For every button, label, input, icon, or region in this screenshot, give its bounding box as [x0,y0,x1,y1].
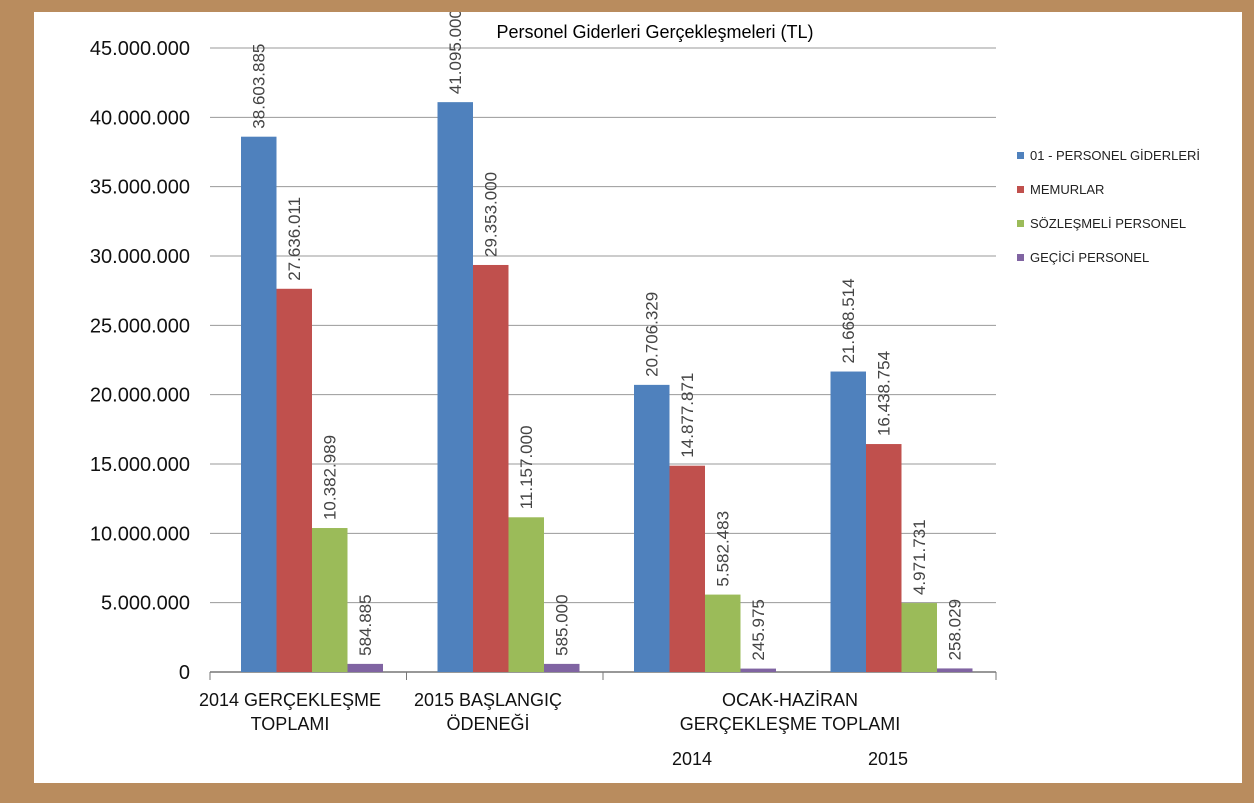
legend-swatch [1017,220,1024,227]
legend-label: GEÇİCİ PERSONEL [1030,250,1149,265]
y-tick-label: 45.000.000 [90,38,190,60]
legend-swatch [1017,186,1024,193]
bar [670,466,706,672]
bar [241,137,277,672]
x-group-label: GERÇEKLEŞME TOPLAMI [680,714,900,734]
bar-chart: Personel Giderleri Gerçekleşmeleri (TL) … [34,12,1242,783]
legend-label: MEMURLAR [1030,182,1104,197]
chart-frame: Personel Giderleri Gerçekleşmeleri (TL) … [10,10,1244,793]
data-label: 29.353.000 [482,172,501,257]
legend-label: 01 - PERSONEL GİDERLERİ [1030,148,1200,163]
x-group-label: OCAK-HAZİRAN [722,690,858,710]
y-tick-label: 40.000.000 [90,107,190,129]
bar [277,289,313,672]
bar [473,265,509,672]
y-tick-label: 25.000.000 [90,315,190,337]
y-tick-label: 5.000.000 [101,593,190,615]
legend-label: SÖZLEŞMELİ PERSONEL [1030,216,1186,231]
data-label: 5.582.483 [714,511,733,587]
data-label: 38.603.885 [250,44,269,129]
bar [741,669,777,672]
x-category-label: 2014 [672,749,712,769]
legend-swatch [1017,152,1024,159]
data-label: 585.000 [553,594,572,655]
bar [866,444,902,672]
x-category-label: ÖDENEĞİ [446,713,529,734]
data-label: 245.975 [749,599,768,660]
data-label: 21.668.514 [839,278,858,363]
bars [241,102,973,672]
chart-title: Personel Giderleri Gerçekleşmeleri (TL) [496,22,813,42]
y-tick-label: 0 [179,662,190,684]
bar [634,385,670,672]
x-category-label: TOPLAMI [251,714,330,734]
data-label: 16.438.754 [875,351,894,436]
y-tick-label: 20.000.000 [90,385,190,407]
x-category-label: 2015 BAŞLANGIÇ [414,690,562,710]
bar [937,668,973,672]
x-category-label: 2015 [868,749,908,769]
data-label: 584.885 [356,594,375,655]
bar [312,528,348,672]
data-label: 11.157.000 [517,425,536,509]
x-category-label: 2014 GERÇEKLEŞME [199,690,381,710]
data-label: 27.636.011 [285,197,304,281]
y-tick-label: 15.000.000 [90,454,190,476]
data-label: 258.029 [946,599,965,660]
data-label: 20.706.329 [643,292,662,377]
data-label: 14.877.871 [678,373,697,458]
y-tick-label: 35.000.000 [90,177,190,199]
bar [705,595,741,672]
legend-swatch [1017,254,1024,261]
bar [438,102,474,672]
y-tick-label: 30.000.000 [90,246,190,268]
bar [348,664,384,672]
legend: 01 - PERSONEL GİDERLERİ MEMURLAR SÖZLEŞMEL… [1017,148,1200,265]
y-tick-label: 10.000.000 [90,523,190,545]
chart-panel: Personel Giderleri Gerçekleşmeleri (TL) … [34,12,1242,783]
data-label: 10.382.989 [321,435,340,520]
bar [831,372,867,672]
x-axis-labels: 2014 GERÇEKLEŞME TOPLAMI 2015 BAŞLANGIÇ ÖDE… [199,690,908,769]
data-label: 4.971.731 [910,519,929,595]
bar [902,603,938,672]
bar [509,517,545,672]
y-axis-ticks: 0 5.000.000 10.000.000 15.000.000 20.000.000… [90,38,190,684]
data-label: 41.095.000 [446,12,465,94]
bar [544,664,580,672]
